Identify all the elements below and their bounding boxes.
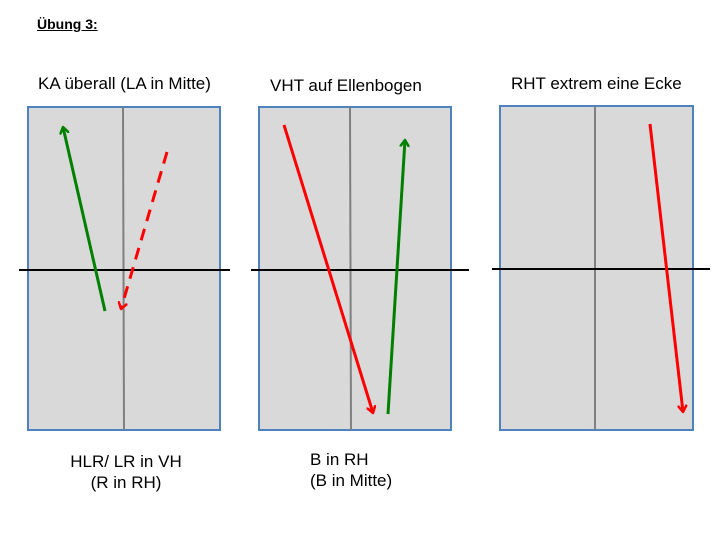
panel-2-table bbox=[258, 106, 452, 431]
panel-2-center-line bbox=[349, 106, 352, 431]
panel-1-note-line-1: HLR/ LR in VH bbox=[70, 452, 182, 471]
panel-3-caption: RHT extrem eine Ecke bbox=[511, 74, 682, 93]
panel-2-red-arrow bbox=[282, 124, 373, 413]
panel-1-center-line bbox=[122, 106, 125, 431]
panel-1-green-arrow bbox=[63, 127, 107, 312]
panel-3 bbox=[492, 105, 710, 431]
panel-2 bbox=[251, 106, 469, 431]
panel-3-red-arrow bbox=[648, 123, 683, 412]
panel-2-green-arrow bbox=[386, 140, 405, 415]
panel-2-caption: VHT auf Ellenbogen bbox=[270, 76, 422, 95]
panel-2-note-line-1: B in RH bbox=[310, 450, 369, 469]
exercise-heading: Übung 3: bbox=[37, 16, 98, 32]
panel-1-red-dashed-arrow bbox=[121, 151, 169, 309]
panel-1 bbox=[19, 106, 230, 431]
panel-1-note-line-2: (R in RH) bbox=[90, 473, 162, 492]
panel-1-note: HLR/ LR in VH (R in RH) bbox=[56, 451, 196, 493]
panel-2-note-line-2: (B in Mitte) bbox=[310, 471, 393, 490]
panel-1-caption: KA überall (LA in Mitte) bbox=[38, 74, 211, 93]
panel-2-note: B in RH (B in Mitte) bbox=[310, 449, 392, 491]
